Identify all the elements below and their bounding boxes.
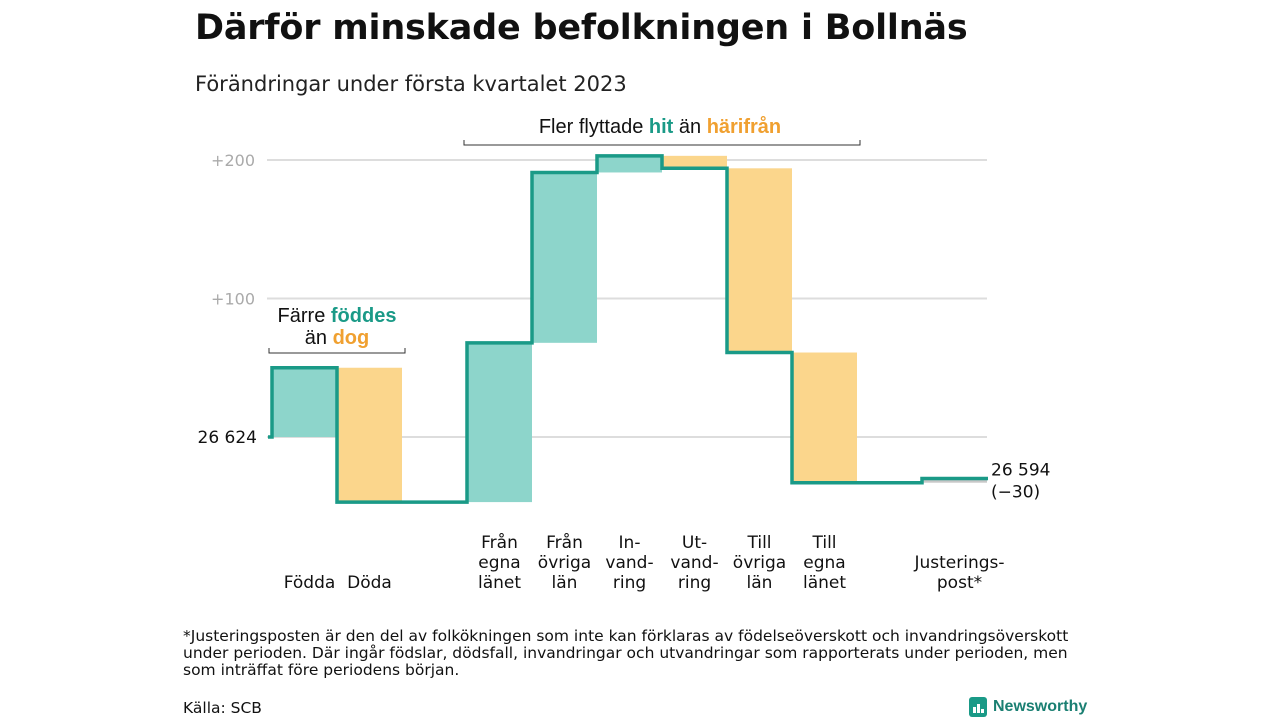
footnote: *Justeringsposten är den del av folkökni… (183, 627, 1069, 679)
x-category-label: Justerings-post* (913, 553, 1004, 593)
running-total-line (268, 154, 988, 504)
source-credit: Källa: SCB (183, 699, 262, 717)
x-category-label: Till egna länet (803, 533, 846, 593)
brand-logo: Newsworthy (969, 697, 1087, 717)
moves-annotation: Fler flyttade hit än härifrån (539, 115, 781, 138)
end-change-label: (−30) (991, 483, 1040, 503)
x-category-label: Döda (347, 573, 392, 593)
moves-bracket (463, 140, 861, 146)
y-tick-label: +100 (211, 290, 255, 309)
x-category-label: Från övriga län (538, 532, 591, 593)
births-annotation-line2: än dog (305, 327, 369, 349)
chart-subtitle: Förändringar under första kvartalet 2023 (195, 72, 627, 96)
chart-title: Därför minskade befolkningen i Bollnäs (195, 8, 968, 48)
end-value-label: 26 594 (991, 461, 1050, 481)
bar-chart-logo-icon (969, 697, 987, 717)
increase-bar (597, 155, 662, 173)
x-category-label: Födda (284, 573, 336, 593)
decrease-bar (727, 168, 792, 353)
increase-bar (467, 342, 532, 503)
brand-name: Newsworthy (993, 698, 1088, 715)
x-category-label: Från egna länet (478, 532, 521, 593)
births-annotation-line1: Färre föddes (278, 305, 397, 327)
x-category-label: Ut-vand-ring (670, 533, 718, 593)
births-bracket (268, 348, 406, 354)
y-tick-label: +200 (211, 151, 255, 170)
decrease-bar (337, 367, 402, 503)
adjustment-bar (922, 478, 987, 483)
increase-bar (272, 367, 337, 437)
decrease-bar (792, 352, 857, 483)
x-category-label: In-vand-ring (605, 533, 653, 593)
increase-bar (532, 172, 597, 343)
start-value-label: 26 624 (198, 428, 257, 448)
decrease-bar (662, 155, 727, 169)
x-category-label: Till övriga län (733, 533, 786, 593)
